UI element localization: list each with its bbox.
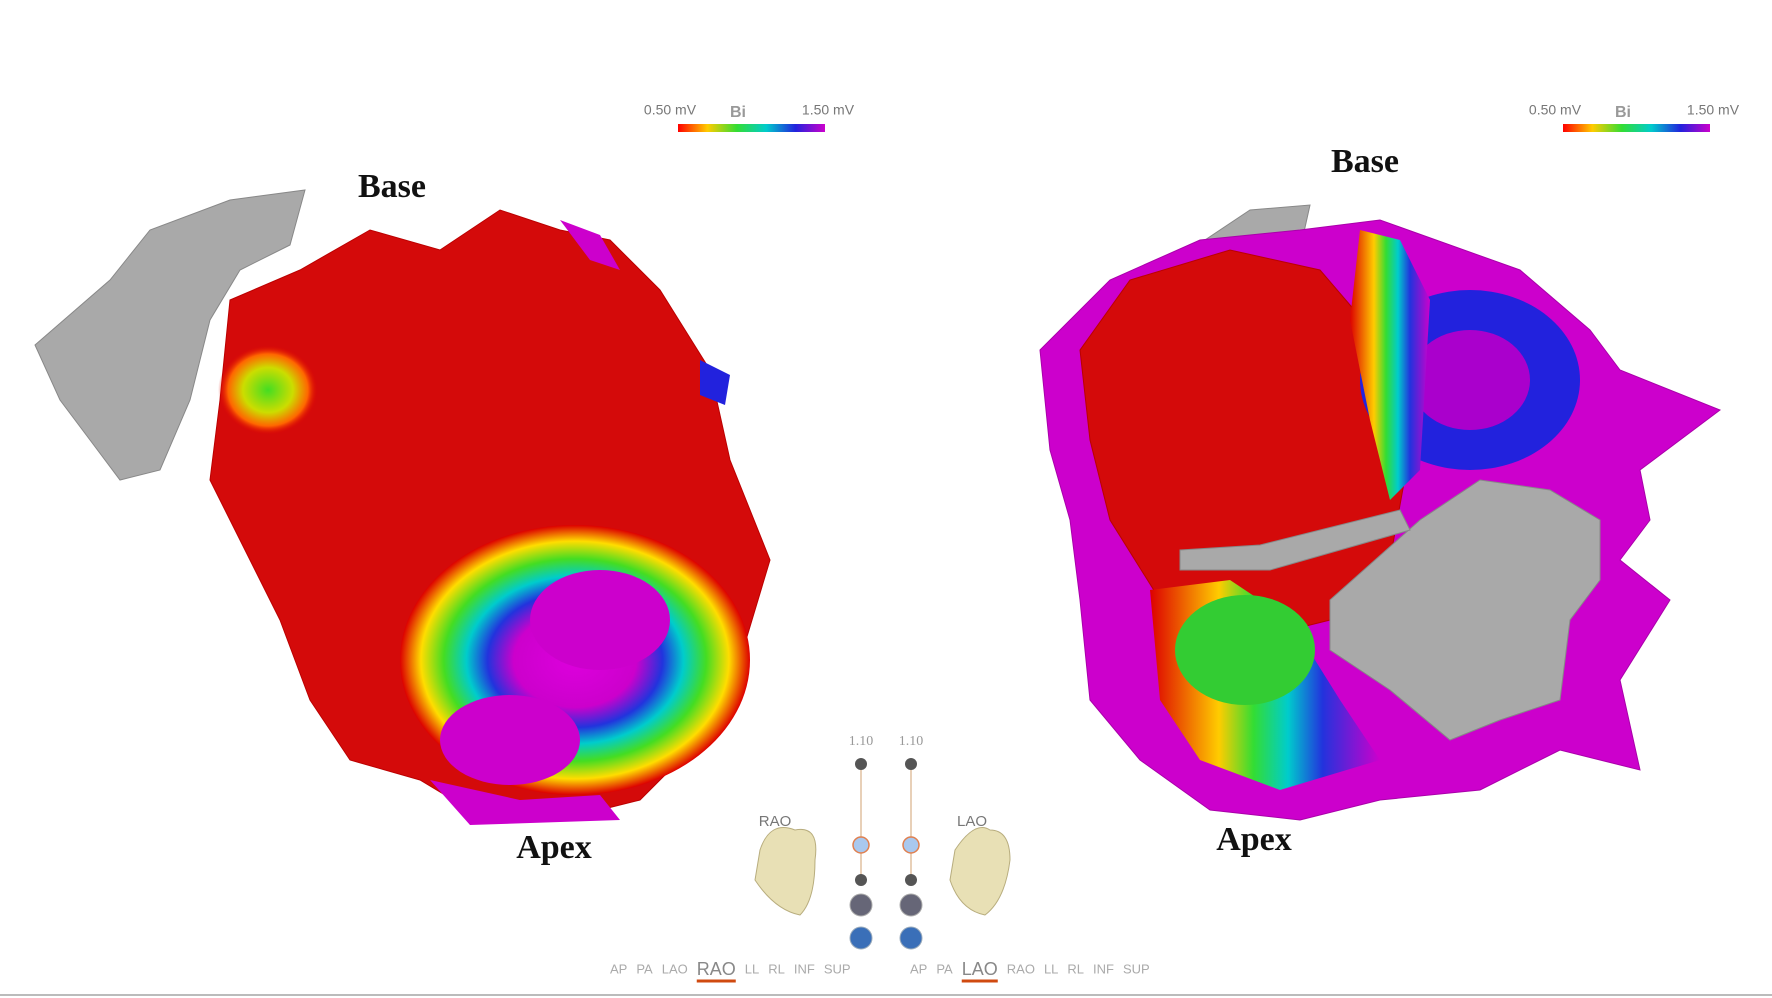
scar-region: [530, 570, 670, 670]
zoom-handle[interactable]: [852, 836, 870, 854]
scar-region: [430, 780, 620, 825]
right-heart-map: [1039, 204, 1722, 821]
view-button[interactable]: SUP: [824, 961, 851, 976]
color-bar: [678, 124, 825, 132]
border-zone: [1175, 595, 1315, 705]
view-button[interactable]: LL: [745, 961, 759, 976]
view-thumbnail-heart: [949, 827, 1011, 916]
legend-mode: Bi: [730, 104, 746, 121]
legend-max: 1.50 mV: [1687, 102, 1740, 118]
view-button[interactable]: LL: [1044, 961, 1058, 976]
view-button[interactable]: INF: [1093, 961, 1114, 976]
zoom-in[interactable]: [855, 758, 867, 770]
color-bar: [1563, 124, 1710, 132]
zoom-out[interactable]: [905, 874, 917, 886]
view-button[interactable]: RL: [768, 961, 785, 976]
zoom-value: 1.10: [899, 734, 924, 749]
gray-structure: [34, 189, 306, 481]
scar-region: [440, 695, 580, 785]
scar-region: [560, 220, 620, 270]
border-zone: [1350, 230, 1430, 500]
view-button[interactable]: SUP: [1123, 961, 1150, 976]
zoom-out[interactable]: [855, 874, 867, 886]
zoom-in[interactable]: [905, 758, 917, 770]
reset-view[interactable]: [899, 893, 923, 917]
thumbnail-view-label: RAO: [759, 813, 792, 830]
label-apex: Apex: [516, 829, 592, 866]
view-button[interactable]: RL: [1067, 961, 1084, 976]
legend-mode: Bi: [1615, 104, 1631, 121]
view-button[interactable]: LAO: [962, 959, 998, 979]
label-base: Base: [1331, 143, 1399, 180]
scar-region: [1410, 330, 1530, 430]
view-button[interactable]: AP: [910, 961, 927, 976]
view-button[interactable]: RAO: [1007, 961, 1035, 976]
rotate-view[interactable]: [899, 926, 923, 950]
thumbnail-view-label: LAO: [957, 813, 987, 830]
view-button[interactable]: RAO: [697, 959, 736, 979]
dynamic-layer: 0.50 mV Bi 1.50 mV Base Apex 1.10 RAO AP PA LAO RA…: [358, 102, 1740, 983]
legend-min: 0.50 mV: [644, 102, 697, 118]
border-zone: [218, 345, 318, 435]
legend-max: 1.50 mV: [802, 102, 855, 118]
gray-structure: [1329, 479, 1601, 741]
legend-min: 0.50 mV: [1529, 102, 1582, 118]
view-button[interactable]: PA: [636, 961, 653, 976]
view-button[interactable]: INF: [794, 961, 815, 976]
left-heart-map: [34, 189, 771, 825]
view-button[interactable]: PA: [936, 961, 953, 976]
normal-region: [700, 360, 730, 405]
label-apex: Apex: [1216, 821, 1292, 858]
view-thumbnail-heart: [754, 827, 817, 916]
zoom-value: 1.10: [849, 734, 874, 749]
reset-view[interactable]: [849, 893, 873, 917]
view-button[interactable]: LAO: [662, 961, 688, 976]
gray-structure: [1179, 509, 1411, 571]
rotate-view[interactable]: [849, 926, 873, 950]
zoom-handle[interactable]: [902, 836, 920, 854]
view-button[interactable]: AP: [610, 961, 627, 976]
label-base: Base: [358, 168, 426, 205]
